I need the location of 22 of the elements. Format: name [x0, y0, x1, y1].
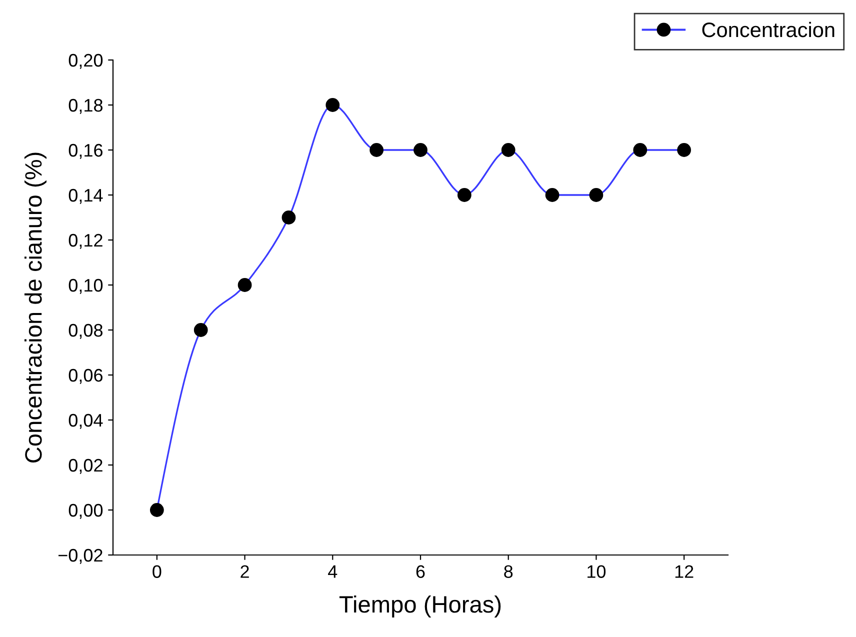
x-tick-label: 4	[328, 565, 338, 578]
y-axis-title: Concentracion de cianuro (%)	[24, 152, 46, 462]
x-tick-label: 2	[240, 565, 249, 578]
legend-label: Concentracion	[702, 22, 834, 38]
y-tick-label: 0,14	[68, 188, 103, 204]
y-tick-label: 0,10	[68, 278, 103, 294]
x-tick-label: 8	[504, 565, 513, 578]
x-tick-label: 0	[152, 565, 162, 578]
y-tick-label: 0,04	[68, 414, 103, 429]
y-tick-label: 0,12	[68, 234, 102, 249]
y-tick-label: −0,02	[58, 548, 102, 564]
y-tick-label: 0,18	[68, 98, 102, 114]
y-tick-label: 0,06	[68, 368, 102, 384]
x-tick-label: 6	[416, 565, 425, 578]
y-tick-label: 0,20	[68, 54, 103, 69]
x-axis-title: Tiempo (Horas)	[339, 595, 501, 618]
y-tick-label: 0,16	[68, 144, 102, 159]
y-tick-label: 0,02	[68, 458, 102, 474]
x-tick-label: 10	[588, 565, 606, 578]
y-tick-label: 0,08	[68, 324, 102, 339]
y-tick-label: 0,00	[68, 504, 103, 519]
x-tick-label: 12	[675, 565, 694, 578]
